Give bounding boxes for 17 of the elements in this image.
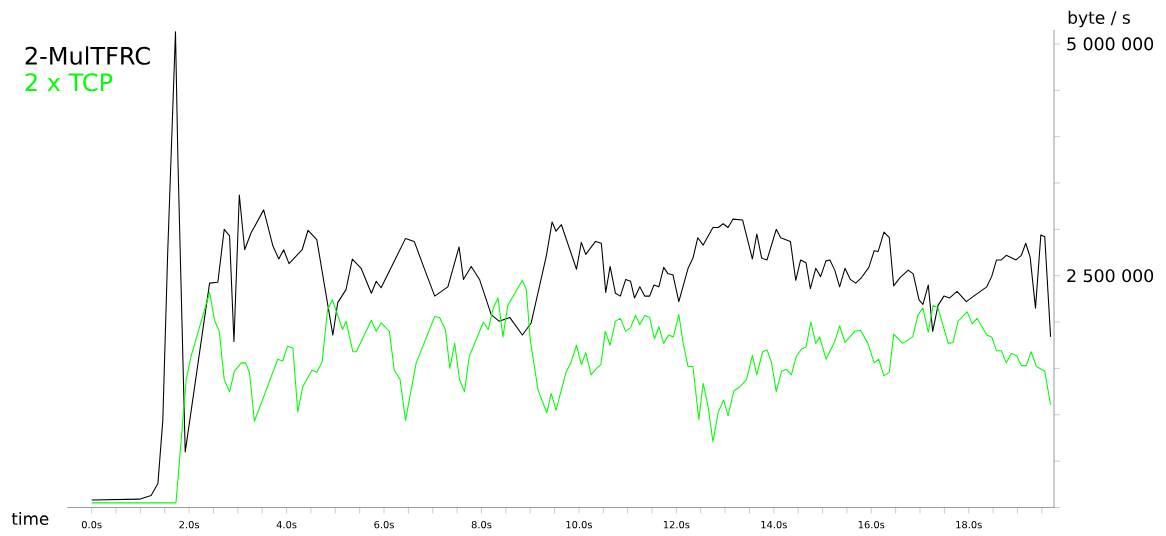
x-tick-label: 16.0s xyxy=(858,520,885,529)
x-tick-label: 2.0s xyxy=(179,520,200,529)
y-tick-label: 5 000 000 xyxy=(1067,37,1154,51)
x-tick-label: 18.0s xyxy=(956,520,982,529)
x-tick-label: 4.0s xyxy=(276,520,297,529)
text: 2 x TCP xyxy=(25,73,113,92)
x-tick-label: 8.0s xyxy=(471,520,492,529)
x-tick-label: 14.0s xyxy=(761,520,787,529)
series-label: 2-MulTFRC xyxy=(25,46,150,65)
x-tick-label: 10.0s xyxy=(566,520,592,529)
x-axis-title: time xyxy=(11,512,49,525)
x-tick-label: 12.0s xyxy=(663,520,690,529)
y-tick-label: 2 500 000 xyxy=(1067,269,1154,283)
y-axis-title: byte / s xyxy=(1068,10,1130,28)
x-tick-label: 0.0s xyxy=(81,520,102,529)
line-series xyxy=(91,279,1052,504)
x-tick-label: 6.0s xyxy=(374,520,394,529)
